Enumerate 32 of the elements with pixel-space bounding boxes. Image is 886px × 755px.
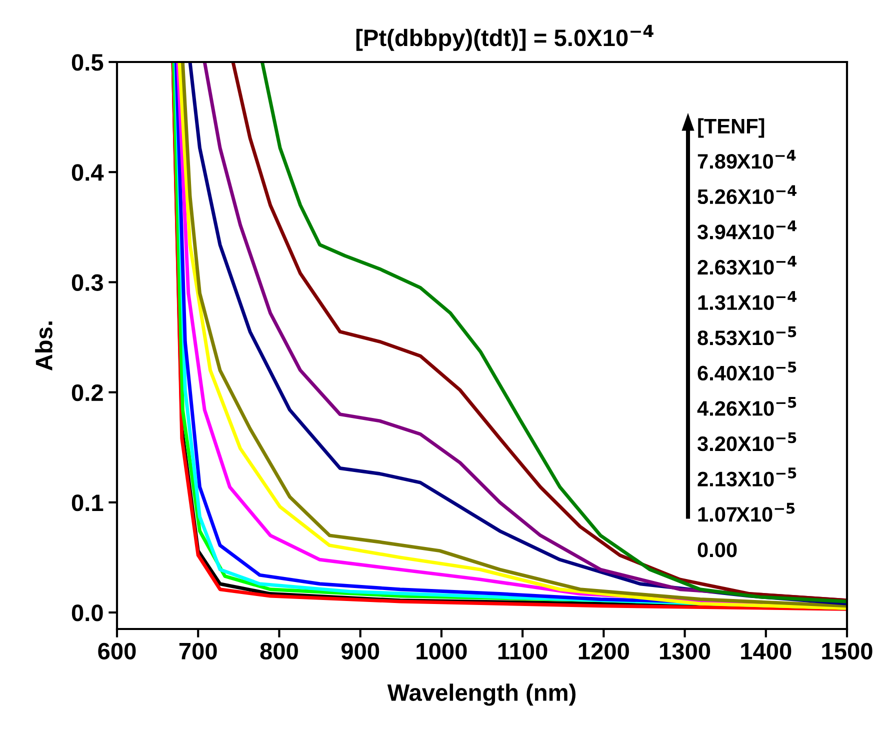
y-tick-label: 0.2 — [72, 384, 103, 402]
chart-title: [Pt(dbbpy)(tdt)] = 5.0X10$^{−4}$ — [356, 24, 654, 51]
annotation: 3.20X10$^{−5}$ — [697, 432, 796, 452]
x-tick-label: 1000 — [416, 642, 467, 660]
x-tick-label: 1100 — [498, 642, 548, 660]
annotation: [TENF] — [698, 118, 764, 138]
annotation: 0.00 — [698, 542, 737, 558]
annotation: 7.89X10$^{−4}$ — [698, 150, 796, 169]
annotation: 6.40X10$^{−5}$ — [698, 362, 796, 381]
x-tick-label: 600 — [98, 642, 136, 660]
x-tick-label: 800 — [260, 642, 298, 660]
annotation: 5.26X10$^{−4}$ — [698, 185, 797, 204]
x-tick-label: 1300 — [660, 642, 710, 660]
y-tick-label: 0.3 — [72, 274, 103, 292]
annotation: 1.07X10$^{−5}$ — [698, 502, 795, 522]
y-tick-label: 0.0 — [72, 604, 103, 622]
x-tick-label: 1400 — [741, 642, 792, 660]
annotation: 2.63X10$^{−4}$ — [698, 256, 797, 275]
y-tick-label: 0.5 — [72, 54, 104, 71]
annotation: 4.26X10$^{−5}$ — [697, 397, 796, 416]
x-axis-title: Wavelength (nm) — [387, 684, 576, 706]
annotation: 1.31X10$^{−4}$ — [698, 291, 797, 310]
x-tick-label: 700 — [179, 642, 217, 660]
annotation: 3.94X10$^{−4}$ — [697, 220, 797, 240]
y-tick-label: 0.4 — [72, 164, 104, 181]
y-tick-label: 0.1 — [72, 494, 104, 512]
x-tick-label: 1200 — [578, 642, 629, 660]
annotation: 2.13X10$^{−5}$ — [698, 468, 796, 486]
y-axis-title: Abs. — [35, 322, 52, 370]
annotation: 8.53X10$^{−5}$ — [698, 326, 796, 346]
x-tick-label: 1500 — [822, 642, 872, 660]
x-tick-label: 900 — [341, 642, 380, 660]
